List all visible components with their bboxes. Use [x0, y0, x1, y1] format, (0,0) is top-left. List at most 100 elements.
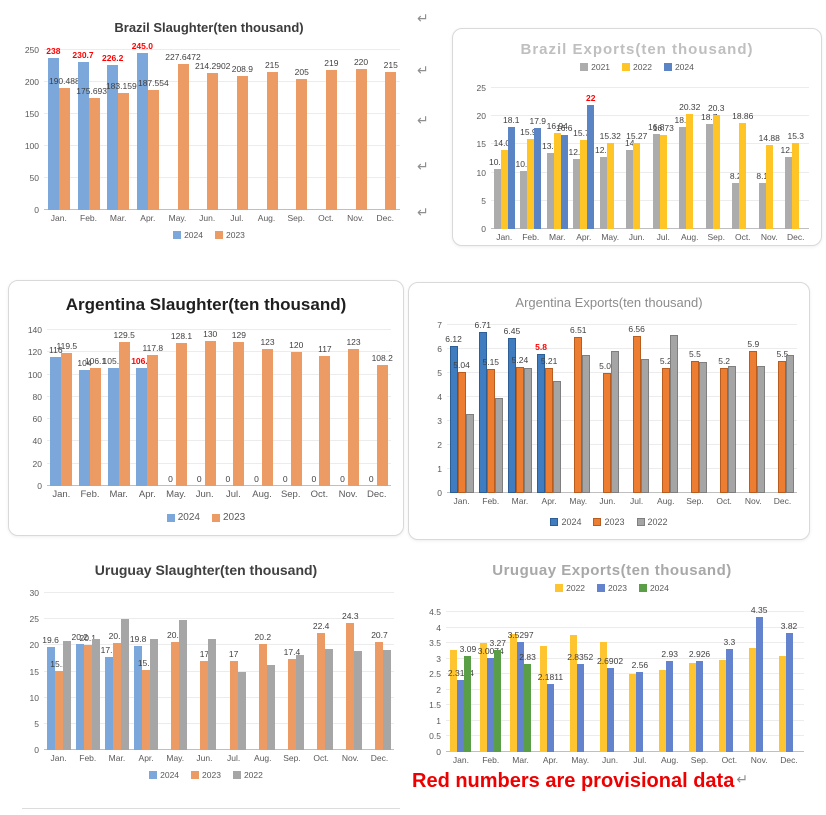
y-tick-label: 80	[32, 391, 42, 402]
2023-bar: 5.2	[718, 356, 730, 493]
legend-label: 2023	[202, 770, 221, 780]
2021-bar: 18.7	[701, 112, 718, 229]
category-group: 19.8 15.3	[130, 593, 161, 750]
gridline	[491, 115, 809, 117]
2024-bar: 6.12	[445, 334, 462, 493]
category-group: 0 117	[305, 330, 334, 486]
data-label: 19.6	[42, 635, 59, 646]
data-label: 15.76	[573, 128, 595, 139]
category-group: 238 190.488	[44, 46, 80, 210]
2023-bar: 20.2	[255, 632, 271, 750]
legend-label: 2023	[604, 517, 625, 527]
plot-area: 0 1 2 3 4 5 6 7 6.12 5.04 6.71 5.15 6.45 5.24 5.8 5.21 6…	[437, 320, 797, 498]
2023-bar: 130	[203, 329, 217, 486]
data-label: 226.2	[102, 53, 124, 64]
x-tick-label: Dec.	[780, 755, 798, 765]
legend-swatch	[212, 513, 220, 522]
2021-bar: 8.1	[756, 171, 768, 229]
brazil-slaughter-chart: Brazil Slaughter(ten thousand) 0 50 100 150…	[6, 12, 412, 244]
category-group: 5.01	[593, 325, 622, 493]
data-label: 18.7	[700, 111, 718, 122]
plot-area: 0 20 40 60 80 100 120 140 116 119.5 104 106.1 105.5 1…	[28, 325, 393, 491]
category-group: 215	[370, 50, 400, 210]
category-group: 16.8 16.73	[648, 88, 677, 229]
data-label: 18.1	[502, 114, 520, 125]
data-label: 130	[203, 329, 218, 340]
paragraph-mark-icon: ↵	[417, 204, 429, 220]
x-tick-label: Jul.	[656, 232, 670, 242]
2023-bar: 20.6	[167, 630, 184, 750]
category-group: 245.0 187.554	[132, 41, 169, 210]
gridline	[44, 209, 400, 210]
x-tick-label: May.	[569, 496, 588, 506]
category-group: 5.9	[739, 325, 768, 493]
x-tick-label: Jan.	[452, 755, 469, 765]
chart-legend: 2024 2023 2022	[409, 509, 809, 539]
x-tick-label: May.	[166, 753, 185, 763]
data-label: 14.88	[758, 133, 780, 144]
legend-swatch	[636, 518, 645, 526]
data-label: 6.45	[503, 326, 521, 337]
x-tick-label: Mar.	[109, 213, 127, 223]
data-label: 230.7	[72, 50, 94, 61]
2023-bar: 20.5	[109, 631, 125, 750]
y-tick-label: 40	[32, 436, 42, 447]
data-label: 3.09	[459, 643, 477, 654]
gridline	[491, 199, 809, 201]
category-group: 116 119.5	[47, 330, 78, 486]
chart-legend: 2022 2023 2024	[408, 579, 816, 597]
category-group: 5.5	[680, 325, 709, 493]
2022-bar: 15.76	[573, 128, 594, 229]
2022-bar	[599, 641, 607, 752]
argentina-slaughter-chart: Argentina Slaughter(ten thousand) 0 20 40 6…	[8, 280, 404, 536]
chart-legend: 2024 2023	[6, 226, 412, 244]
2024-bar: 16.6	[556, 123, 573, 229]
data-label: 22.4	[312, 620, 330, 631]
2022-bar	[494, 398, 503, 493]
gridline	[47, 485, 391, 486]
x-tick-label: Mar.	[548, 232, 566, 242]
category-group: 6.56	[622, 324, 651, 493]
2022-bar	[659, 669, 667, 752]
category-group: 226.2 183.1596	[102, 50, 141, 210]
gridline	[491, 143, 809, 145]
category-group: 20.2 20.1	[71, 593, 102, 750]
2023-bar: 128.1	[171, 331, 192, 486]
gridline	[44, 177, 400, 178]
data-label: 175.6931	[76, 85, 112, 96]
data-label: 22	[586, 92, 596, 103]
2022-bar	[786, 355, 795, 493]
data-label: 15.3	[787, 130, 805, 141]
2022-bar: 20.32	[679, 102, 700, 229]
data-label: 129	[231, 330, 246, 341]
2023-bar: 3.3	[723, 637, 735, 752]
legend-label: 2024	[561, 517, 582, 527]
legend-item: 2023	[597, 583, 627, 593]
category-group: 8.2 18.86	[730, 88, 757, 229]
category-group: 17	[219, 593, 248, 750]
data-label: 119.5	[56, 340, 78, 351]
data-label: 17	[228, 649, 239, 660]
2024-bar: 245.0	[132, 41, 153, 210]
data-label: 16.6	[555, 123, 573, 134]
gridline	[47, 351, 391, 353]
2022-bar	[91, 638, 100, 750]
2023-bar: 214.2902	[195, 61, 230, 210]
data-label: 18.1	[674, 114, 692, 125]
gridline	[446, 626, 804, 628]
data-label: 215	[383, 60, 398, 71]
y-tick-label: 3	[437, 416, 442, 426]
category-group: 17.4	[277, 593, 306, 750]
legend-item: 2024	[663, 62, 694, 72]
x-tick-label: Aug.	[681, 232, 699, 242]
category-group: 14 15.27	[624, 88, 651, 229]
2023-bar: 5.5	[777, 349, 788, 493]
x-tick-label: Nov.	[750, 755, 768, 765]
2022-bar: 15.32	[600, 131, 621, 229]
y-tick-label: 5	[481, 195, 486, 206]
category-group: 0 129	[219, 330, 248, 486]
data-label: 183.1596	[105, 80, 142, 91]
2023-bar: 175.6931	[76, 86, 112, 210]
category-group: 0 108.2	[362, 330, 393, 486]
2022-bar	[450, 650, 458, 752]
